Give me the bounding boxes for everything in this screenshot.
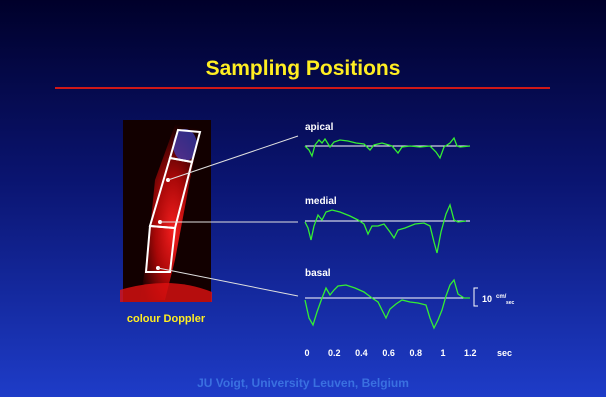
scale-unit: sec xyxy=(506,300,515,306)
scale-value: 10 xyxy=(482,294,492,304)
tick-label: 0.4 xyxy=(355,348,368,358)
footer: JU Voigt, University Leuven, Belgium xyxy=(197,376,409,390)
axis-unit: sec xyxy=(497,348,512,358)
tick-label: 0 xyxy=(304,348,309,358)
doppler-image xyxy=(120,120,212,302)
trace-label: apical xyxy=(305,122,334,133)
tick-label: 0.6 xyxy=(382,348,395,358)
tick-label: 1 xyxy=(440,348,445,358)
image-caption: colour Doppler xyxy=(127,313,206,325)
slide: Sampling Positions colour Doppler apical… xyxy=(0,0,606,397)
tick-label: 0.8 xyxy=(410,348,423,358)
title: Sampling Positions xyxy=(206,57,401,80)
trace-label: basal xyxy=(305,268,331,279)
tick-label: 0.2 xyxy=(328,348,341,358)
trace-label: medial xyxy=(305,196,337,207)
tick-label: 1.2 xyxy=(464,348,477,358)
